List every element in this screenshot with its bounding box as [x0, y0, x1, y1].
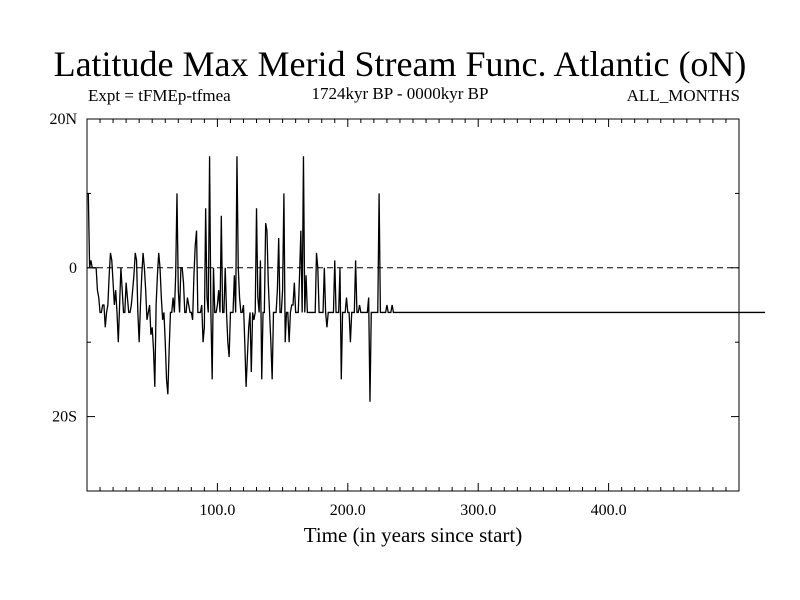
time-range-label: 1724kyr BP - 0000kyr BP: [311, 84, 489, 103]
y-tick-label: 20N: [49, 111, 77, 128]
experiment-label: Expt = tFMEp-tfmea: [88, 86, 231, 105]
x-tick-label: 100.0: [199, 502, 235, 519]
months-label: ALL_MONTHS: [626, 86, 740, 105]
y-tick-label: 0: [69, 260, 77, 277]
x-tick-label: 200.0: [330, 502, 366, 519]
series-line-0: [87, 156, 766, 402]
chart-title: Latitude Max Merid Stream Func. Atlantic…: [53, 44, 747, 84]
y-tick-label: 20S: [52, 409, 77, 426]
x-tick-label: 400.0: [591, 502, 627, 519]
x-tick-label: 300.0: [460, 502, 496, 519]
x-axis-title: Time (in years since start): [304, 523, 523, 547]
